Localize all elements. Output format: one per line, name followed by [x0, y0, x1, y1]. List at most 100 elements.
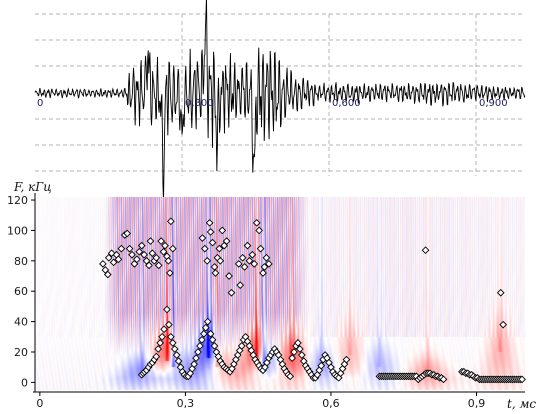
ridge-marker [140, 250, 148, 259]
ridge-marker [250, 260, 259, 268]
ridge-marker [168, 339, 177, 347]
ridge-marker [157, 237, 165, 245]
ridge-marker [201, 323, 210, 332]
ridge-marker [99, 260, 107, 268]
ridge-marker [421, 246, 430, 255]
y-axis-title: F, кГц [13, 180, 52, 194]
ridge-marker [296, 345, 304, 353]
ridge-marker [206, 329, 215, 338]
ridge-marker [159, 247, 168, 256]
y-tick-label: 80 [14, 255, 28, 268]
ridge-marker [218, 226, 227, 235]
ridge-marker [170, 345, 179, 353]
ridge-marker [114, 255, 123, 264]
ridge-marker [135, 247, 144, 256]
ridge-marker [174, 357, 183, 365]
ridge-marker [163, 305, 171, 314]
waveform-tick-label: 0,300 [185, 98, 214, 109]
ridge-marker [245, 256, 254, 265]
ridge-marker [240, 263, 249, 271]
ridge-marker [211, 269, 220, 277]
ridge-marker [167, 217, 175, 226]
ridge-marker [200, 244, 209, 253]
ridge-marker [259, 269, 267, 277]
ridge-marker [222, 237, 231, 245]
ridge-marker [192, 354, 200, 362]
x-tick-label: 0,6 [322, 397, 340, 410]
ridge-marker [210, 342, 219, 350]
y-tick-label: 40 [14, 316, 28, 329]
ridge-marker [196, 342, 204, 350]
ridge-marker [158, 332, 166, 341]
ridge-marker [145, 261, 153, 270]
ridge-marker [317, 361, 326, 370]
spectrogram-panel: 0 20 40 60 80 100 120 0 0,3 0,6 0,9 F, кГц t, мс [7, 180, 536, 411]
ridge-marker [237, 342, 246, 350]
ridge-marker [234, 260, 243, 268]
ridge-marker [208, 336, 217, 344]
ridge-marker [161, 241, 169, 250]
ridge-marker [128, 250, 136, 259]
ridge-marker [255, 226, 263, 235]
ridge-marker [243, 241, 252, 250]
waveform-tick-label: 0,600 [332, 98, 361, 109]
ridge-marker [216, 256, 225, 265]
ridge-marker [165, 320, 173, 329]
ridge-marker [256, 244, 265, 253]
spectrogram-axes: 0 20 40 60 80 100 120 0 0,3 0,6 0,9 [7, 193, 525, 410]
ridge-marker [133, 255, 141, 264]
ridge-marker [146, 237, 155, 245]
ridge-marker [288, 354, 296, 362]
ridge-marker [109, 258, 118, 267]
ridge-marker [227, 288, 236, 297]
ridge-marker [499, 320, 508, 329]
ridge-marker [104, 253, 113, 262]
ridge-marker [238, 253, 247, 262]
ridge-marker [208, 238, 217, 247]
ridge-marker [290, 348, 298, 356]
ridge-marker [172, 351, 181, 359]
y-tick-label: 60 [14, 285, 28, 298]
ridge-marker [137, 241, 146, 250]
x-tick-label: 0,3 [177, 397, 195, 410]
ridge-marker [260, 263, 269, 271]
ridge-marker [166, 269, 174, 277]
x-tick-label: 0,9 [468, 397, 486, 410]
ridge-marker [236, 281, 245, 289]
ridge-marker [167, 332, 175, 341]
y-tick-label: 0 [21, 376, 28, 389]
ridge-marker [286, 372, 295, 381]
ridge-marker [225, 272, 233, 280]
y-tick-label: 120 [7, 194, 28, 207]
ridge-marker [152, 352, 161, 361]
ridge-marker [164, 256, 173, 265]
ridge-marker [160, 325, 168, 334]
ridge-marker [148, 249, 157, 258]
waveform-tick-label: 0 [37, 98, 43, 109]
ridge-marker [199, 329, 208, 338]
ridge-marker [496, 288, 505, 297]
ridge-marker [518, 375, 526, 384]
ridge-marker [156, 339, 165, 347]
ridge-marker [154, 261, 163, 270]
waveform-tick-labels: 0 0,300 0,600 0,900 [37, 98, 508, 109]
ridge-marker [297, 351, 306, 359]
ridge-marker [117, 244, 126, 253]
waveform-tick-label: 0,900 [479, 98, 508, 109]
ridge-marker [252, 218, 261, 227]
x-tick-label: 0 [36, 397, 43, 410]
ridge-marker [262, 253, 271, 262]
ridge-marker [103, 270, 112, 279]
ridge-marker [342, 355, 351, 364]
ridge-marker [206, 228, 215, 236]
ridge-marker [265, 260, 273, 268]
y-tick-label: 100 [7, 224, 28, 237]
ridge-marker [152, 253, 161, 262]
ridge-marker [439, 375, 448, 384]
ridge-marker [198, 336, 206, 344]
ridge-marker [248, 250, 257, 259]
waveform-series-line [34, 0, 526, 202]
ridge-marker [203, 317, 212, 326]
ridge-marker [198, 234, 207, 242]
